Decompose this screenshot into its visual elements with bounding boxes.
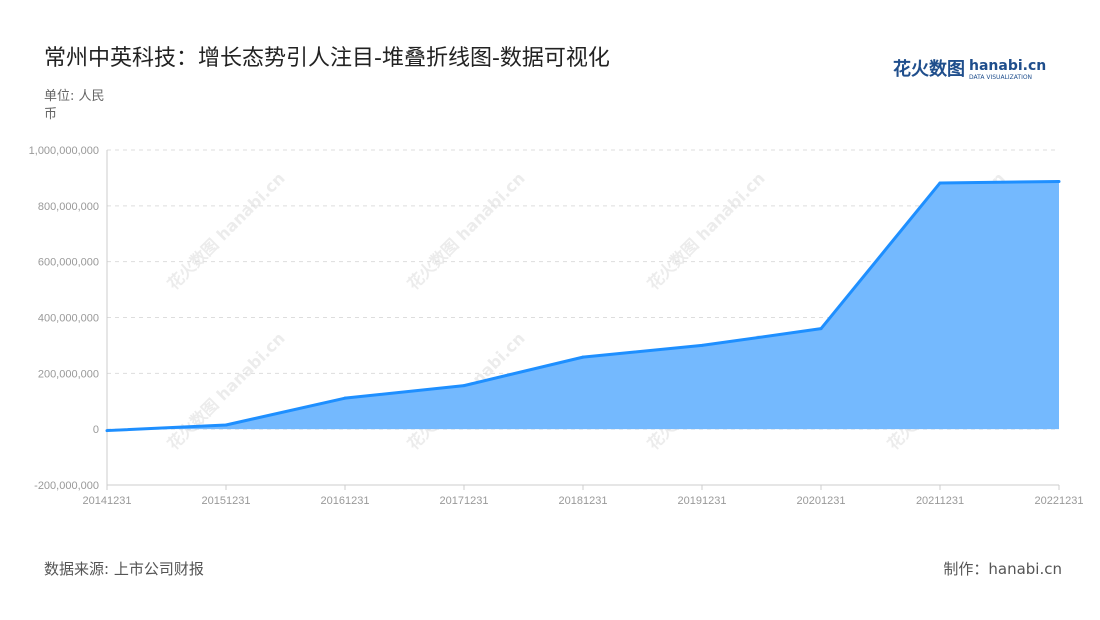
x-tick-label: 20181231 bbox=[559, 495, 608, 507]
y-tick-label: -200,000,000 bbox=[34, 480, 99, 492]
hanabi-logo: 花火数图 hanabi.cn DATA VISUALIZATION bbox=[893, 58, 1046, 82]
watermark: 花火数图 hanabi.cn bbox=[164, 169, 289, 294]
data-point bbox=[819, 327, 823, 331]
data-point bbox=[700, 343, 704, 347]
logo-en: hanabi.cn bbox=[969, 58, 1047, 74]
data-point bbox=[224, 423, 228, 427]
y-tick-label: 400,000,000 bbox=[38, 313, 99, 325]
area-fill bbox=[107, 181, 1059, 431]
credit: 制作：hanabi.cn bbox=[943, 560, 1062, 578]
data-point bbox=[1057, 180, 1061, 184]
y-tick-label: 800,000,000 bbox=[38, 201, 99, 213]
y-tick-label: 600,000,000 bbox=[38, 257, 99, 269]
unit-label: 单位: 人民币 bbox=[44, 89, 105, 122]
x-tick-label: 20211231 bbox=[916, 495, 964, 507]
y-tick-label: 0 bbox=[93, 424, 99, 436]
data-source: 数据来源: 上市公司财报 bbox=[44, 560, 204, 578]
watermark: 花火数图 hanabi.cn bbox=[404, 169, 529, 294]
watermark: 花火数图 hanabi.cn bbox=[644, 169, 769, 294]
logo-cn: 花火数图 bbox=[893, 59, 965, 80]
data-point bbox=[343, 396, 347, 400]
chart-title: 常州中英科技：增长态势引人注目-堆叠折线图-数据可视化 bbox=[44, 46, 610, 71]
x-tick-label: 20201231 bbox=[797, 495, 846, 507]
logo-en-block: hanabi.cn DATA VISUALIZATION bbox=[969, 58, 1046, 82]
x-tick-label: 20151231 bbox=[202, 495, 251, 507]
x-tick-label: 20171231 bbox=[440, 495, 489, 507]
x-tick-label: 20191231 bbox=[678, 495, 727, 507]
y-tick-label: 1,000,000,000 bbox=[29, 145, 99, 157]
data-point bbox=[462, 384, 466, 388]
x-tick-label: 20161231 bbox=[321, 495, 370, 507]
data-point bbox=[581, 355, 585, 359]
logo-tagline: DATA VISUALIZATION bbox=[969, 74, 1033, 81]
watermark: 花火数图 hanabi.cn bbox=[164, 329, 289, 454]
data-point bbox=[938, 181, 942, 185]
data-point bbox=[105, 429, 109, 433]
y-tick-label: 200,000,000 bbox=[38, 368, 99, 380]
x-tick-label: 20221231 bbox=[1035, 495, 1084, 507]
x-tick-label: 20141231 bbox=[83, 495, 132, 507]
